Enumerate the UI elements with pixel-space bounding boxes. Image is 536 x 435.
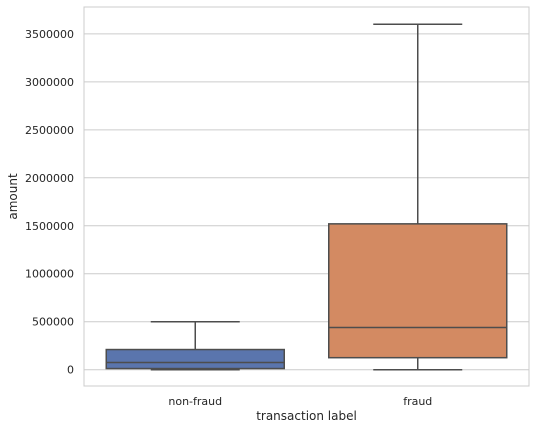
plot-frame <box>83 6 530 387</box>
y-tick-label: 1000000 <box>25 268 74 281</box>
y-tick-label: 2500000 <box>25 124 74 137</box>
x-tick-labels: non-fraud fraud <box>168 395 432 408</box>
x-tick-label-fraud: fraud <box>403 395 432 408</box>
y-tick-label: 3000000 <box>25 76 74 89</box>
y-axis-label: amount <box>6 173 20 220</box>
y-tick-label: 0 <box>67 364 74 377</box>
box-non-fraud <box>105 320 285 371</box>
x-axis-label: transaction label <box>256 409 357 423</box>
box-layer <box>105 23 508 371</box>
box-fraud <box>328 23 508 371</box>
iqr-box <box>105 348 285 370</box>
x-tick-label-non-fraud: non-fraud <box>168 395 222 408</box>
y-tick-label: 3500000 <box>25 28 74 41</box>
y-tick-label: 1500000 <box>25 220 74 233</box>
y-tick-labels: 0 500000 1000000 1500000 2000000 2500000 30000… <box>25 28 74 377</box>
y-tick-label: 2000000 <box>25 172 74 185</box>
y-tick-label: 500000 <box>32 316 74 329</box>
iqr-box <box>328 223 508 359</box>
